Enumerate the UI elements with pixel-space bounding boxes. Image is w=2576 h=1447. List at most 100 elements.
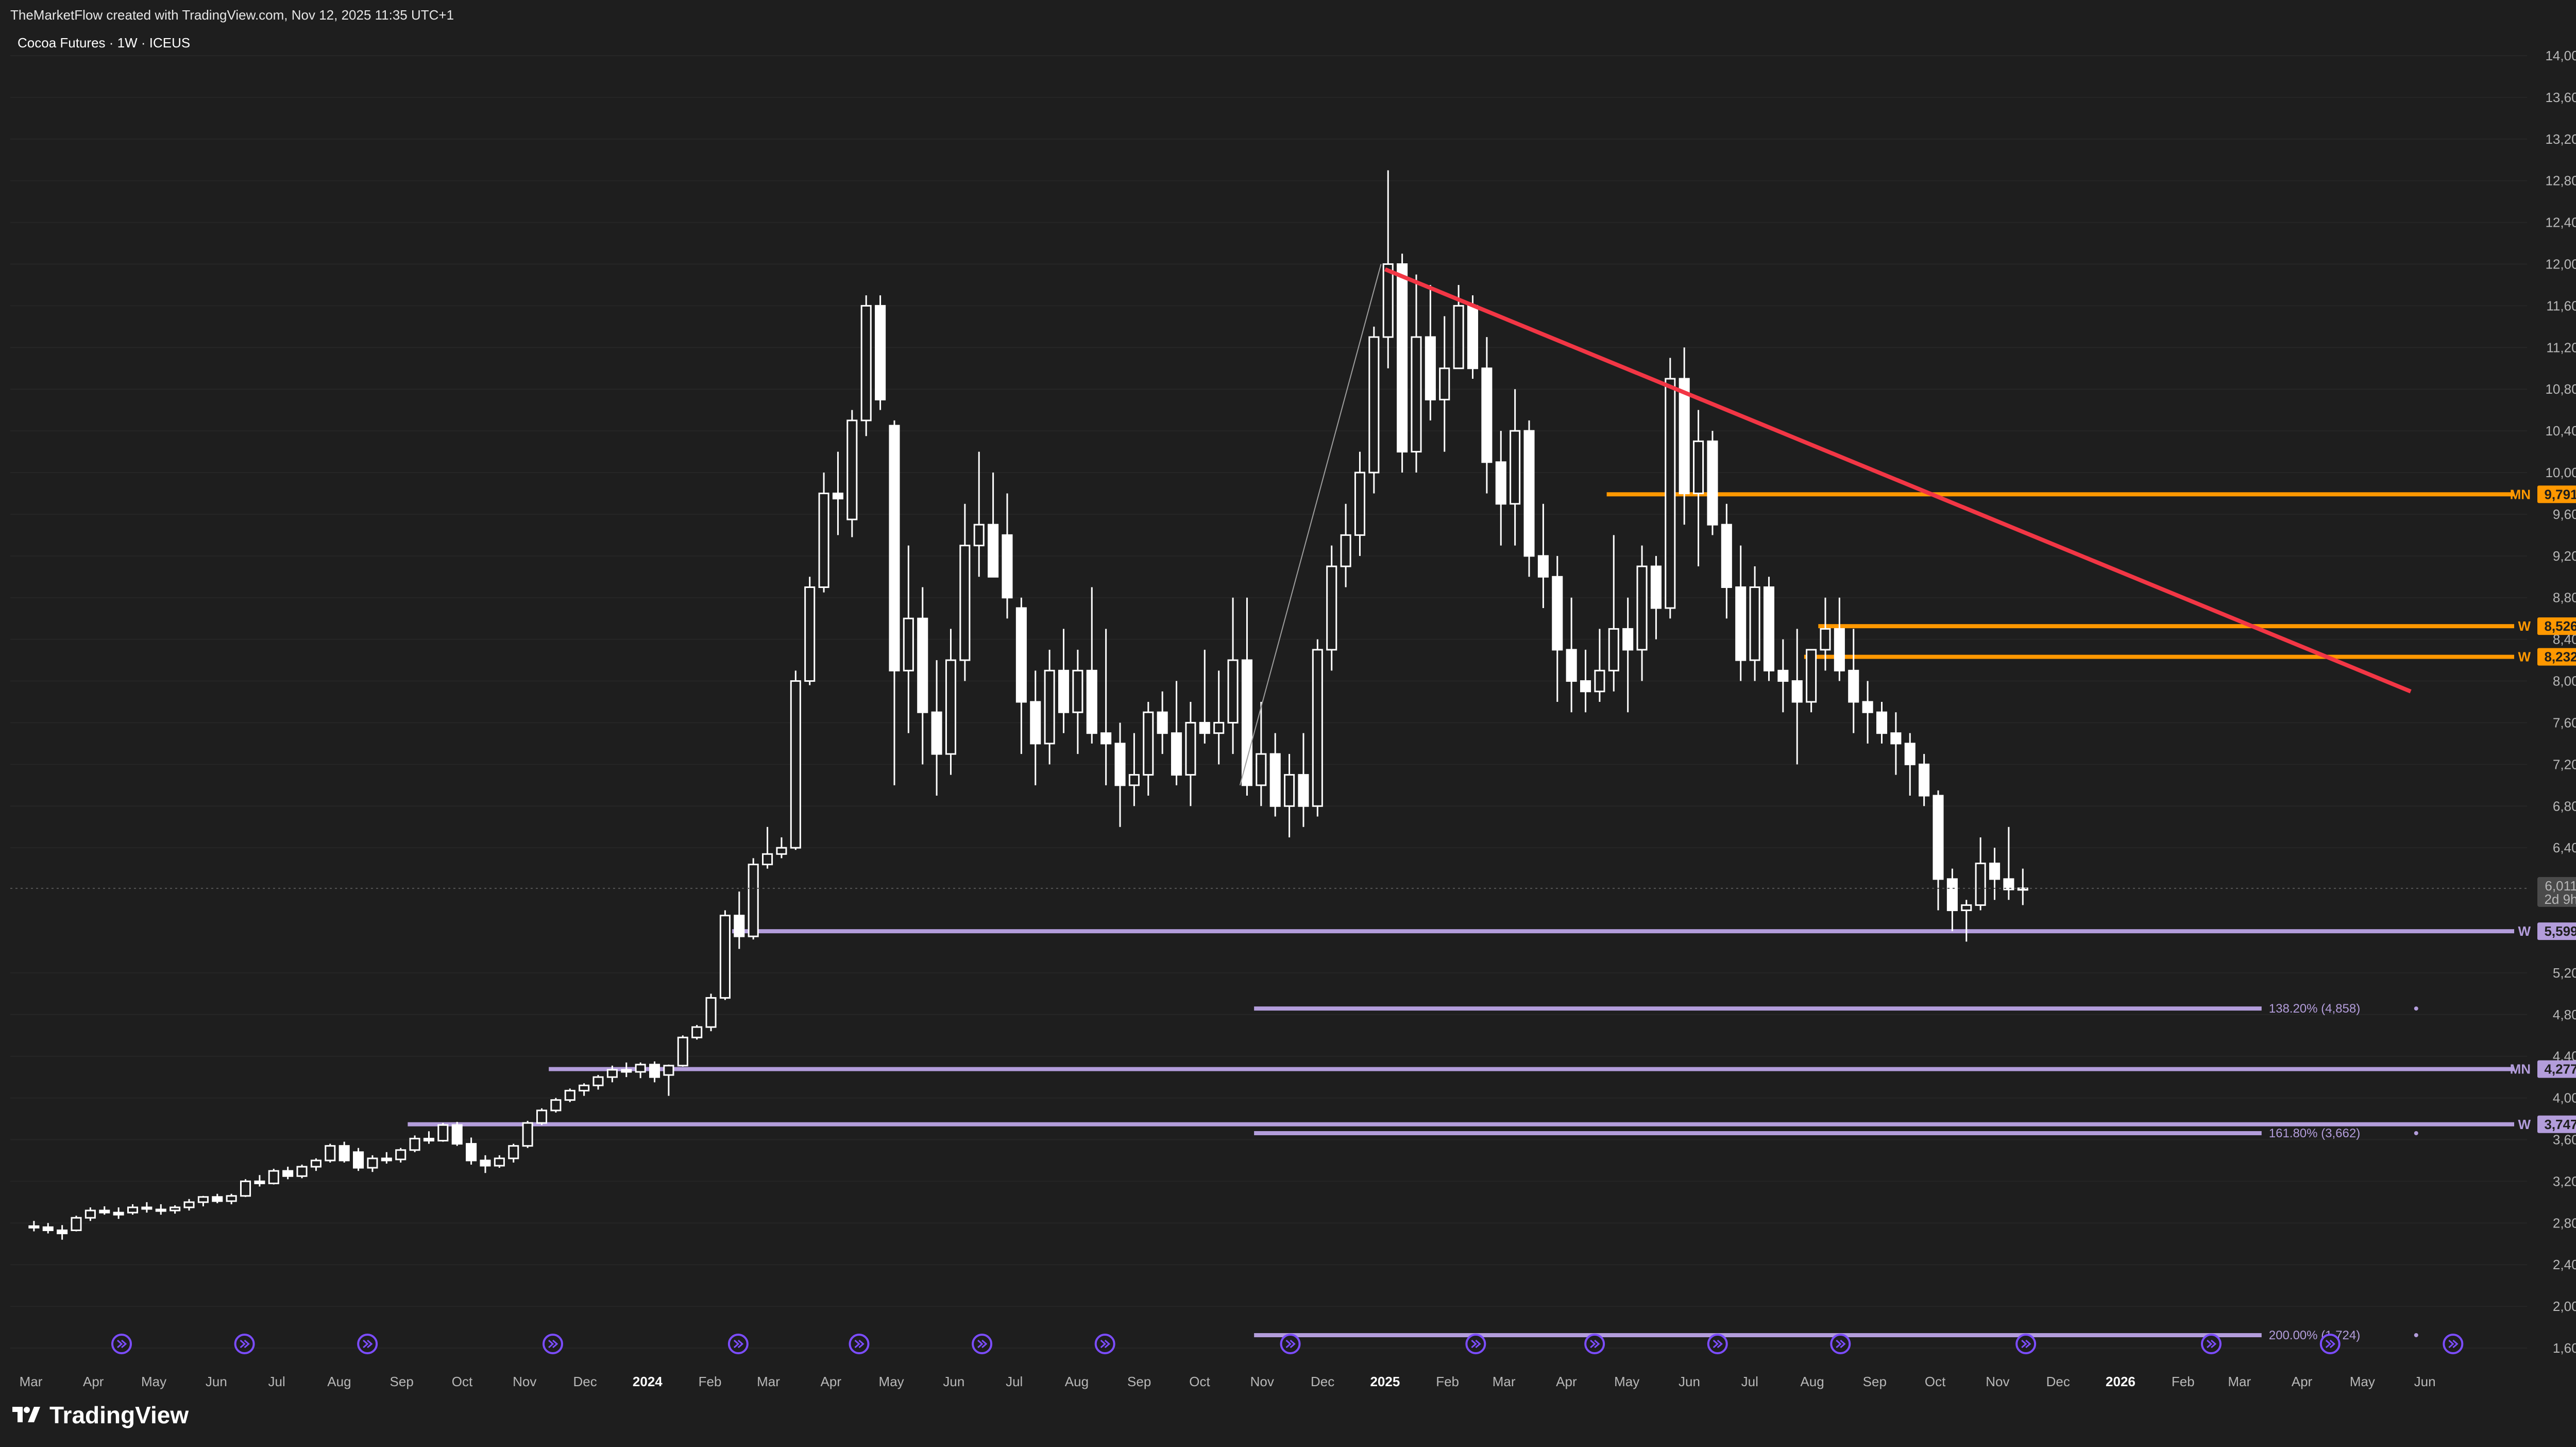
event-marker-icon[interactable] [1830, 1334, 1851, 1354]
candle[interactable] [1946, 868, 1958, 931]
candle[interactable] [1495, 431, 1506, 546]
candle[interactable] [338, 1141, 350, 1163]
candle[interactable] [480, 1155, 491, 1173]
candle[interactable] [1072, 649, 1083, 754]
candle[interactable] [1058, 629, 1070, 733]
level-price-badge[interactable] [2537, 648, 2576, 666]
candle[interactable] [1636, 545, 1648, 681]
candle[interactable] [170, 1205, 181, 1214]
candle[interactable] [1735, 545, 1747, 681]
candle[interactable] [240, 1179, 251, 1197]
candle[interactable] [2017, 868, 2028, 905]
candle[interactable] [1975, 837, 1986, 911]
level-price-badge[interactable] [2537, 922, 2576, 940]
candle[interactable] [1622, 597, 1634, 713]
symbol-title[interactable]: Cocoa Futures · 1W · ICEUS [18, 35, 190, 51]
candle[interactable] [1961, 900, 1972, 942]
level-price-badge[interactable] [2537, 485, 2576, 503]
candle[interactable] [776, 837, 787, 859]
candle[interactable] [254, 1175, 265, 1187]
candle[interactable] [57, 1225, 68, 1240]
current-price-badge[interactable] [2537, 877, 2576, 907]
candle[interactable] [719, 910, 731, 1000]
candle[interactable] [183, 1199, 195, 1211]
event-marker-icon[interactable] [849, 1334, 870, 1354]
candle[interactable] [1552, 556, 1563, 702]
event-marker-icon[interactable] [1584, 1334, 1605, 1354]
candle[interactable] [592, 1075, 604, 1090]
candle[interactable] [1368, 326, 1380, 494]
candle[interactable] [550, 1098, 562, 1113]
candle[interactable] [1340, 503, 1351, 587]
candle[interactable] [1608, 535, 1619, 692]
candle[interactable] [1820, 597, 1831, 671]
candle[interactable] [226, 1193, 237, 1204]
candle[interactable] [1763, 577, 1774, 681]
candle[interactable] [395, 1148, 406, 1163]
candle[interactable] [1523, 420, 1535, 577]
candle[interactable] [1425, 284, 1436, 420]
candle[interactable] [113, 1207, 124, 1219]
candle[interactable] [1679, 347, 1690, 525]
candle[interactable] [691, 1025, 703, 1040]
candle[interactable] [1241, 597, 1252, 796]
candle[interactable] [762, 827, 773, 869]
candle[interactable] [579, 1083, 590, 1096]
candle[interactable] [296, 1165, 308, 1179]
candle[interactable] [846, 410, 858, 537]
level-price-badge[interactable] [2537, 617, 2576, 635]
candle[interactable] [367, 1155, 378, 1172]
candle[interactable] [1650, 556, 1662, 640]
candle[interactable] [1848, 629, 1859, 733]
candle[interactable] [663, 1064, 674, 1096]
candle[interactable] [1298, 733, 1309, 827]
candle[interactable] [903, 545, 914, 733]
candle[interactable] [1721, 503, 1732, 619]
level-price-badge[interactable] [2537, 1115, 2576, 1133]
candle[interactable] [212, 1193, 223, 1203]
candle[interactable] [1862, 681, 1873, 744]
candle[interactable] [875, 295, 886, 410]
candle[interactable] [832, 451, 843, 535]
candle[interactable] [437, 1123, 449, 1142]
candle[interactable] [1354, 451, 1366, 556]
candle[interactable] [931, 660, 942, 796]
candle[interactable] [1128, 733, 1140, 806]
candle[interactable] [1015, 597, 1027, 754]
candle[interactable] [734, 891, 745, 949]
candle[interactable] [649, 1061, 660, 1083]
candle[interactable] [1989, 848, 2001, 900]
candle[interactable] [141, 1202, 152, 1213]
candle[interactable] [1537, 503, 1549, 608]
candle[interactable] [197, 1196, 209, 1206]
candle[interactable] [860, 295, 872, 436]
candle[interactable] [409, 1135, 420, 1152]
tradingview-logo[interactable]: TradingView [12, 1402, 189, 1428]
candle[interactable] [1227, 597, 1239, 754]
event-marker-icon[interactable] [1707, 1334, 1728, 1354]
candle[interactable] [973, 451, 985, 577]
candle[interactable] [1312, 639, 1323, 817]
candle[interactable] [1284, 754, 1295, 837]
candle[interactable] [127, 1204, 139, 1215]
candle[interactable] [1171, 681, 1182, 785]
candle[interactable] [621, 1062, 632, 1078]
event-marker-icon[interactable] [972, 1334, 993, 1354]
candle[interactable] [1467, 295, 1479, 379]
candle[interactable] [889, 420, 900, 785]
candle[interactable] [310, 1158, 321, 1171]
candle[interactable] [1030, 670, 1041, 785]
candle[interactable] [508, 1143, 519, 1163]
candle[interactable] [1834, 597, 1845, 681]
candle[interactable] [1213, 670, 1225, 765]
candle[interactable] [1876, 702, 1888, 744]
candle[interactable] [1185, 702, 1196, 806]
candle[interactable] [635, 1062, 646, 1079]
candle[interactable] [1693, 410, 1704, 567]
candle[interactable] [564, 1088, 575, 1102]
candle[interactable] [282, 1167, 294, 1180]
candle[interactable] [677, 1035, 688, 1067]
event-marker-icon[interactable] [2319, 1334, 2341, 1354]
candle[interactable] [1777, 639, 1789, 713]
